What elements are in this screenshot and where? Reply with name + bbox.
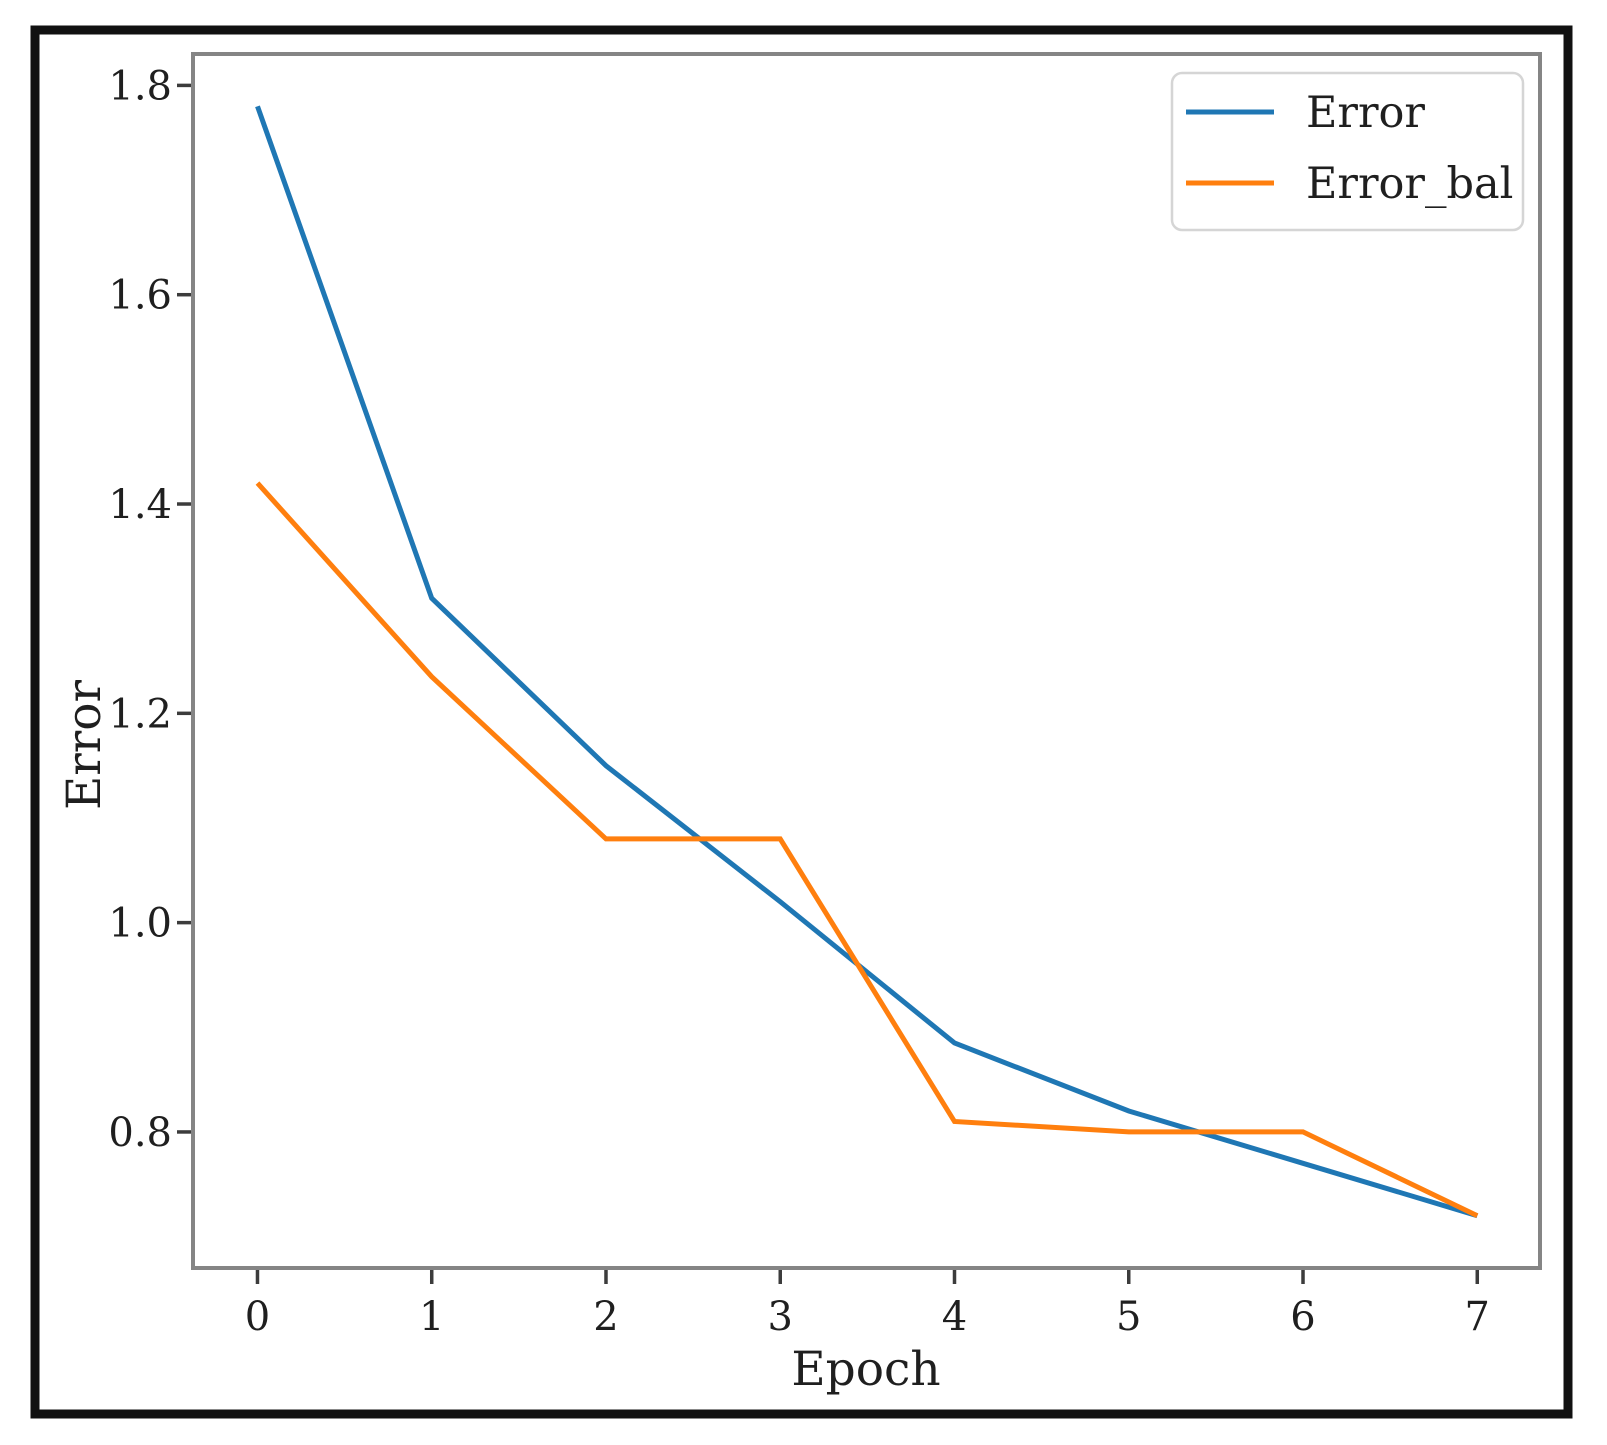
y-tick-label: 1.2 (108, 691, 172, 737)
error-line (255, 105, 1479, 1219)
x-tick-label: 4 (942, 1294, 967, 1340)
y-axis-tick-labels: 0.8 1.0 1.2 1.4 1.6 1.8 (108, 63, 172, 1156)
legend-label-error-bal: Error_bal (1306, 159, 1513, 209)
x-tick-label: 6 (1290, 1294, 1315, 1340)
series-lines (255, 105, 1479, 1219)
x-axis-label: Epoch (791, 1342, 940, 1397)
y-tick-label: 1.8 (108, 63, 172, 109)
x-tick-label: 0 (245, 1294, 270, 1340)
y-tick-label: 1.0 (108, 901, 172, 947)
x-tick-label: 5 (1116, 1294, 1141, 1340)
y-tick-label: 1.4 (108, 482, 172, 528)
x-tick-label: 1 (419, 1294, 444, 1340)
plot-area (191, 52, 1542, 1270)
x-axis-ticks (255, 1270, 1480, 1284)
y-axis-ticks (177, 83, 191, 1134)
legend-label-error: Error (1306, 88, 1425, 138)
x-tick-label: 7 (1465, 1294, 1490, 1340)
x-tick-label: 2 (593, 1294, 618, 1340)
legend: Error Error_bal (1170, 71, 1525, 232)
x-tick-label: 3 (768, 1294, 793, 1340)
y-tick-label: 1.6 (108, 273, 172, 319)
error-bal-line (255, 481, 1479, 1218)
y-tick-label: 0.8 (108, 1110, 172, 1156)
y-axis-label: Error (57, 679, 112, 810)
x-axis-tick-labels: 0 1 2 3 4 5 6 7 (245, 1294, 1490, 1340)
